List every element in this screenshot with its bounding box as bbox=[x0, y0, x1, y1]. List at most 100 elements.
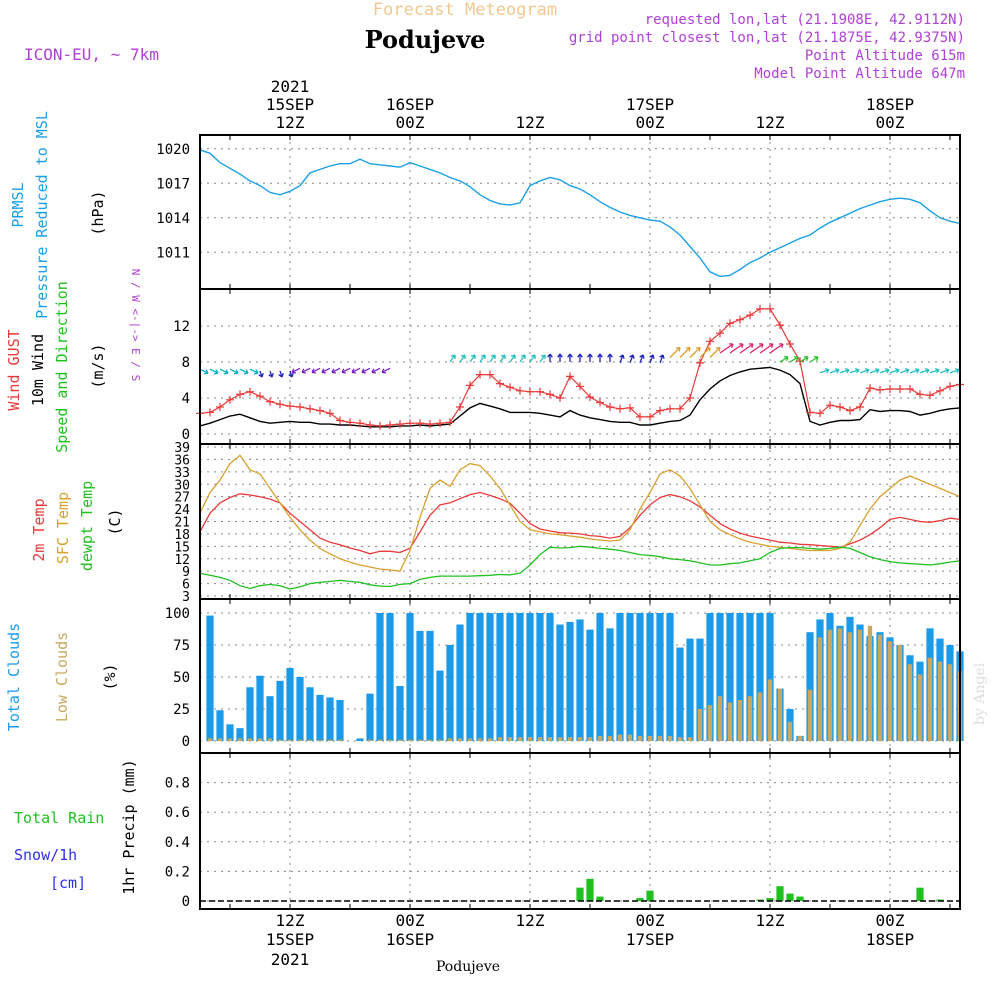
wind-direction-arrow bbox=[268, 370, 274, 378]
total-cloud-bar bbox=[666, 613, 674, 741]
gust-marker bbox=[326, 409, 334, 418]
low-cloud-bar bbox=[507, 737, 513, 741]
total-cloud-label: Total Clouds bbox=[5, 623, 23, 731]
low-cloud-bar bbox=[497, 737, 503, 741]
data-layer bbox=[196, 149, 964, 902]
wind-direction-arrow bbox=[779, 356, 789, 363]
top-time-label: 00Z bbox=[636, 113, 665, 132]
low-cloud-bar bbox=[907, 664, 913, 741]
wind-direction-arrow bbox=[759, 343, 774, 354]
gust-marker bbox=[216, 403, 224, 411]
y-tick-label: 50 bbox=[173, 670, 190, 686]
wind-direction-arrow bbox=[889, 367, 900, 374]
panel-frame bbox=[199, 752, 961, 910]
gust-marker bbox=[736, 315, 744, 324]
total-cloud-bar bbox=[546, 613, 554, 741]
grid-layer bbox=[200, 135, 960, 909]
rain-bar bbox=[916, 887, 924, 901]
rain-bar bbox=[636, 898, 644, 901]
wind-direction-arrow bbox=[819, 367, 830, 374]
wind-direction-arrow bbox=[789, 356, 799, 363]
gust-marker bbox=[256, 392, 264, 401]
y-tick-label: 1017 bbox=[156, 176, 190, 192]
wind-direction-arrow bbox=[311, 367, 321, 374]
gust-marker bbox=[546, 390, 554, 399]
low-cloud-bar bbox=[287, 739, 293, 741]
model-altitude: Model Point Altitude 647m bbox=[754, 66, 965, 82]
top-time-label: 00Z bbox=[876, 113, 905, 132]
y-tick-label: 3 bbox=[182, 590, 190, 605]
total-cloud-bar bbox=[566, 621, 574, 741]
wind-direction-arrow bbox=[719, 343, 734, 354]
low-cloud-bar bbox=[537, 737, 543, 741]
gust-marker bbox=[776, 321, 784, 330]
total-cloud-bar bbox=[456, 624, 464, 741]
low-cloud-bar bbox=[227, 738, 233, 741]
gust-marker bbox=[266, 397, 274, 406]
y-tick-label: 75 bbox=[173, 638, 190, 654]
wind-direction-arrow bbox=[749, 343, 764, 354]
gust-marker bbox=[716, 329, 724, 338]
y-tick-label: 21 bbox=[174, 516, 190, 531]
gust-marker bbox=[426, 420, 434, 429]
wind-label: 10m Wind bbox=[29, 334, 47, 406]
rain-bar bbox=[576, 887, 584, 901]
bottom-time-label: 12Z bbox=[756, 911, 785, 930]
top-time-label: 17SEP bbox=[626, 95, 674, 114]
low-cloud-bar bbox=[427, 739, 433, 741]
frame-layer bbox=[199, 134, 961, 910]
gust-marker bbox=[566, 372, 574, 381]
wind-direction-arrow bbox=[489, 354, 496, 363]
requested-coords: requested lon,lat (21.1908E, 42.9112N) bbox=[645, 12, 965, 28]
total-cloud-bar bbox=[516, 613, 524, 741]
gust-marker bbox=[686, 394, 694, 402]
low-cloud-bar bbox=[407, 739, 413, 741]
total-cloud-bar bbox=[296, 677, 304, 741]
wind-direction-arrow bbox=[209, 368, 219, 375]
top-time-label: 15SEP bbox=[266, 95, 314, 114]
low-cloud-bar bbox=[247, 738, 253, 741]
wind-direction-arrow bbox=[849, 367, 860, 374]
total-cloud-bar bbox=[266, 696, 274, 741]
total-cloud-bar bbox=[466, 613, 474, 741]
total-cloud-bar bbox=[306, 687, 314, 741]
low-cloud-bar bbox=[607, 735, 613, 741]
total-cloud-bar bbox=[286, 668, 294, 741]
wind-speed-line bbox=[199, 366, 961, 428]
bottom-time-label: 17SEP bbox=[626, 930, 674, 949]
low-cloud-bar bbox=[257, 738, 263, 741]
total-cloud-bar bbox=[256, 675, 264, 741]
wind-direction-arrow bbox=[879, 367, 890, 374]
location-title: Podujeve bbox=[365, 25, 486, 54]
total-cloud-bar bbox=[376, 613, 384, 741]
gust-marker bbox=[616, 404, 624, 413]
total-cloud-bar bbox=[326, 697, 334, 741]
wind-direction-arrow bbox=[669, 346, 681, 358]
y-tick-label: 30 bbox=[174, 478, 190, 493]
gust-marker bbox=[836, 403, 844, 411]
wind-direction-arrow bbox=[547, 353, 553, 362]
chart-subtitle: Forecast Meteogram bbox=[373, 0, 557, 20]
total-cloud-bar bbox=[766, 613, 774, 741]
gust-marker bbox=[676, 404, 684, 413]
low-cloud-bar bbox=[487, 738, 493, 741]
bottom-time-label: 18SEP bbox=[866, 930, 914, 949]
total-cloud-bar bbox=[616, 613, 624, 741]
low-cloud-bar bbox=[377, 739, 383, 741]
low-cloud-bar bbox=[387, 739, 393, 741]
bottom-time-label: 15SEP bbox=[266, 930, 314, 949]
wind-direction-arrow bbox=[689, 346, 701, 358]
wind-direction-arrow bbox=[371, 367, 381, 374]
top-time-label: 18SEP bbox=[866, 95, 914, 114]
footer-location: Podujeve bbox=[436, 959, 500, 975]
low-cloud-bar bbox=[807, 689, 813, 741]
gust-marker bbox=[406, 419, 414, 428]
rain-bar bbox=[786, 893, 794, 901]
y-tick-label: 0 bbox=[182, 734, 190, 750]
precip-unit: 1hr Precip (mm) bbox=[120, 759, 138, 894]
wind-direction-arrow bbox=[909, 367, 920, 374]
low-cloud-bar bbox=[857, 629, 863, 741]
wind-direction-arrow bbox=[361, 367, 371, 374]
gust-marker bbox=[236, 390, 244, 399]
gust-marker bbox=[826, 401, 834, 410]
